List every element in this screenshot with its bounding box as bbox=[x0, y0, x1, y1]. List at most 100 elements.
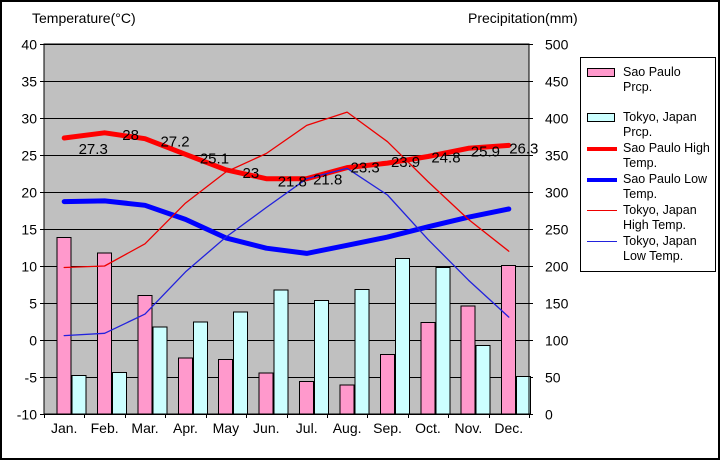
legend-bar-swatch bbox=[587, 65, 623, 80]
month-label: Feb. bbox=[91, 420, 119, 436]
precip-tick-label: 250 bbox=[545, 222, 569, 238]
temp-tick-label: 40 bbox=[21, 37, 37, 53]
temp-tick-label: -5 bbox=[25, 370, 38, 386]
data-label: 23.9 bbox=[391, 154, 420, 171]
precip-tick-label: 200 bbox=[545, 259, 569, 275]
precip-tick-label: 150 bbox=[545, 296, 569, 312]
temp-tick-label: -10 bbox=[17, 407, 37, 423]
bar-tokyo-prcp bbox=[314, 299, 329, 415]
swatch-shape bbox=[587, 68, 615, 77]
bar-sao-paulo-prcp bbox=[339, 384, 355, 415]
bar-tokyo-prcp bbox=[354, 289, 370, 415]
temp-tick-label: 35 bbox=[21, 74, 37, 90]
month-label: Dec. bbox=[494, 420, 523, 436]
temp-tick-label: 0 bbox=[29, 333, 37, 349]
line-tokyo-japan-high-temp bbox=[63, 111, 510, 269]
swatch-shape bbox=[587, 241, 617, 242]
bar-tokyo-prcp bbox=[233, 311, 249, 415]
data-label: 27.2 bbox=[160, 134, 189, 151]
bar-tokyo-prcp bbox=[516, 375, 532, 415]
legend: Sao Paulo Prcp. Tokyo, Japan Prcp. Sao Pau… bbox=[580, 57, 716, 272]
legend-item: Tokyo, Japan High Temp. bbox=[587, 203, 711, 233]
precip-tick-label: 400 bbox=[545, 111, 569, 127]
precip-tick-label: 50 bbox=[545, 370, 561, 386]
bar-sao-paulo-prcp bbox=[299, 380, 314, 415]
legend-bar-swatch bbox=[587, 110, 623, 125]
temp-tick-label: 20 bbox=[21, 185, 37, 201]
legend-line-swatch bbox=[587, 141, 623, 156]
month-label: Apr. bbox=[173, 420, 198, 436]
legend-item: Tokyo, Japan Low Temp. bbox=[587, 234, 711, 264]
line-sao-paulo-low-temp bbox=[61, 198, 512, 256]
month-label: Jan. bbox=[51, 420, 77, 436]
data-label: 24.8 bbox=[431, 149, 460, 166]
temp-tick-label: 25 bbox=[21, 148, 37, 164]
month-label: Mar. bbox=[131, 420, 158, 436]
bar-tokyo-prcp bbox=[192, 321, 208, 415]
precip-tick-label: 300 bbox=[545, 185, 569, 201]
swatch-shape bbox=[587, 210, 617, 211]
legend-item: Tokyo, Japan Prcp. bbox=[587, 110, 711, 140]
data-label: 21.8 bbox=[313, 172, 342, 189]
data-label: 21.8 bbox=[278, 174, 307, 191]
legend-item: Sao Paulo Low Temp. bbox=[587, 172, 711, 202]
precip-tick-label: 500 bbox=[545, 37, 569, 53]
month-label: Sep. bbox=[373, 420, 402, 436]
swatch-shape bbox=[587, 113, 615, 122]
legend-label: Tokyo, Japan High Temp. bbox=[623, 203, 697, 232]
month-label: Aug. bbox=[333, 420, 362, 436]
data-label: 23.3 bbox=[351, 160, 380, 177]
month-label: May bbox=[213, 420, 239, 436]
legend-line-swatch bbox=[587, 203, 623, 218]
bar-tokyo-prcp bbox=[435, 267, 451, 415]
precip-tick-label: 350 bbox=[545, 148, 569, 164]
line-sao-paulo-high-temp bbox=[61, 130, 512, 182]
data-label: 23 bbox=[243, 165, 260, 182]
bar-tokyo-prcp bbox=[152, 326, 168, 415]
precipitation-axis-title: Precipitation(mm) bbox=[468, 10, 578, 26]
legend-item: Sao Paulo Prcp. bbox=[587, 65, 711, 95]
legend-label: Tokyo, Japan Low Temp. bbox=[623, 234, 697, 263]
precip-tick-label: 450 bbox=[545, 74, 569, 90]
temp-tick-label: 10 bbox=[21, 259, 37, 275]
bar-sao-paulo-prcp bbox=[56, 236, 72, 415]
plot-border bbox=[43, 43, 530, 415]
line-tokyo-japan-low-temp bbox=[63, 167, 510, 337]
legend-label: Sao Paulo Prcp. bbox=[623, 65, 681, 94]
temp-tick-label: 15 bbox=[21, 222, 37, 238]
bar-sao-paulo-prcp bbox=[501, 265, 517, 415]
bar-sao-paulo-prcp bbox=[379, 353, 395, 415]
bar-tokyo-prcp bbox=[475, 345, 491, 415]
bar-tokyo-prcp bbox=[111, 371, 127, 415]
data-label: 25.9 bbox=[471, 143, 500, 160]
bar-sao-paulo-prcp bbox=[218, 359, 234, 415]
bar-tokyo-prcp bbox=[394, 258, 410, 415]
bar-tokyo-prcp bbox=[71, 374, 87, 415]
bar-sao-paulo-prcp bbox=[258, 372, 274, 415]
legend-line-swatch bbox=[587, 172, 623, 187]
data-label: 27.3 bbox=[79, 141, 108, 158]
temperature-axis-title: Temperature(°C) bbox=[32, 10, 136, 26]
swatch-shape bbox=[587, 177, 617, 182]
bar-sao-paulo-prcp bbox=[420, 322, 436, 415]
legend-label: Sao Paulo Low Temp. bbox=[623, 172, 708, 201]
precip-tick-label: 0 bbox=[545, 407, 553, 423]
month-label: Oct. bbox=[415, 420, 441, 436]
temp-tick-label: 30 bbox=[21, 111, 37, 127]
bar-sao-paulo-prcp bbox=[177, 357, 193, 415]
legend-label: Sao Paulo High Temp. bbox=[623, 141, 710, 170]
legend-line-swatch bbox=[587, 234, 623, 249]
month-label: Nov. bbox=[455, 420, 483, 436]
bar-sao-paulo-prcp bbox=[460, 305, 476, 415]
legend-item: Sao Paulo High Temp. bbox=[587, 141, 711, 171]
bar-tokyo-prcp bbox=[273, 289, 289, 415]
temp-tick-label: 5 bbox=[29, 296, 37, 312]
precip-tick-label: 100 bbox=[545, 333, 569, 349]
data-label: 25.1 bbox=[200, 150, 229, 167]
swatch-shape bbox=[587, 146, 617, 151]
month-label: Jul. bbox=[296, 420, 318, 436]
legend-label: Tokyo, Japan Prcp. bbox=[623, 110, 697, 139]
month-label: Jun. bbox=[253, 420, 279, 436]
